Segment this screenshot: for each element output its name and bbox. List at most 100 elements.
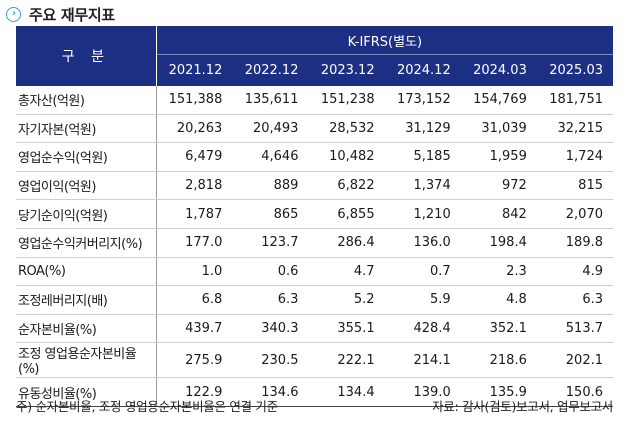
table-cell: 31,039 [460,114,537,144]
table-cell: 428.4 [384,314,461,344]
table-row: 조정레버리지(배) 6.8 6.3 5.2 5.9 4.8 6.3 [16,285,613,315]
table-cell: 218.6 [460,342,537,379]
table-cell: 32,215 [536,114,613,144]
table-cell: 1.0 [156,257,233,287]
row-label: 영업순수익(억원) [16,142,157,172]
table-cell: 6.3 [536,285,613,315]
header-gubun: 구 분 [16,26,157,86]
footer-source: 자료: 감사(검토)보고서, 업무보고서 [432,399,613,414]
table-row: 영업이익(억원) 2,818 889 6,822 1,374 972 815 [16,171,613,201]
row-label: 당기순이익(억원) [16,199,157,229]
table-cell: 513.7 [536,314,613,344]
row-label: 자기자본(억원) [16,114,157,144]
table-cell: 139.0 [384,377,461,407]
table-cell: 6.8 [156,285,233,315]
table-cell: 177.0 [156,227,233,258]
table-row: 조정 영업용순자본비율(%) 275.9 230.5 222.1 214.1 218.6 2… [16,342,613,379]
table-row: 자기자본(억원) 20,263 20,493 28,532 31,129 31,039 32… [16,114,613,144]
table-cell: 2.3 [460,257,537,287]
table-cell: 134.6 [232,377,309,407]
table-cell: 214.1 [384,342,461,379]
table-cell: 122.9 [156,377,233,407]
table-cell: 1,724 [536,142,613,172]
table-row: 당기순이익(억원) 1,787 865 6,855 1,210 842 2,070 [16,199,613,229]
footer-note: 주) 순자본비율, 조정 영업용순자본비율은 연결 기준 [16,399,278,414]
row-label: 유동성비율(%) [16,377,157,407]
table-cell: 6,479 [156,142,233,172]
table-cell: 4.9 [536,257,613,287]
table-cell: 5.2 [308,285,385,315]
row-label: 총자산(억원) [16,86,157,115]
table-cell: 1,787 [156,199,233,229]
header-period: 2024.03 [460,54,537,86]
table-cell: 4.7 [308,257,385,287]
table-cell: 1,374 [384,171,461,201]
table-cell: 5,185 [384,142,461,172]
table-cell: 20,493 [232,114,309,144]
table-cell: 20,263 [156,114,233,144]
table-cell: 31,129 [384,114,461,144]
table-cell: 28,532 [308,114,385,144]
financial-indicators-table: 구 분 K-IFRS(별도) 2021.12 2022.12 2023.12 2… [16,26,613,407]
header-period: 2024.12 [384,54,461,86]
table-cell: 275.9 [156,342,233,379]
table-cell: 222.1 [308,342,385,379]
table-cell: 1,210 [384,199,461,229]
header-period: 2022.12 [232,54,309,86]
table-cell: 230.5 [232,342,309,379]
table-cell: 972 [460,171,537,201]
table-cell: 6,822 [308,171,385,201]
table-cell: 2,818 [156,171,233,201]
table-cell: 198.4 [460,227,537,258]
header-period: 2021.12 [156,54,233,86]
table-cell: 286.4 [308,227,385,258]
table-cell: 151,238 [308,86,385,115]
table-cell: 1,959 [460,142,537,172]
table-cell: 355.1 [308,314,385,344]
table-cell: 10,482 [308,142,385,172]
table-cell: 136.0 [384,227,461,258]
table-row: 총자산(억원) 151,388 135,611 151,238 173,152 154,7… [16,86,613,115]
table-cell: 4.8 [460,285,537,315]
table-cell: 123.7 [232,227,309,258]
table-cell: 134.4 [308,377,385,407]
row-label: 영업이익(억원) [16,171,157,201]
footer: 주) 순자본비율, 조정 영업용순자본비율은 연결 기준 자료: 감사(검토)보… [16,396,613,415]
table-cell: 202.1 [536,342,613,379]
table-cell: 154,769 [460,86,537,115]
row-label: ROA(%) [16,257,157,287]
table-row: 영업순수익(억원) 6,479 4,646 10,482 5,185 1,959 1,724 [16,142,613,172]
table-cell: 151,388 [156,86,233,115]
table-cell: 865 [232,199,309,229]
row-label: 조정레버리지(배) [16,285,157,315]
table-cell: 439.7 [156,314,233,344]
header-kifrs: K-IFRS(별도) [156,26,613,55]
header-period: 2023.12 [308,54,385,86]
table-cell: 0.6 [232,257,309,287]
table-cell: 352.1 [460,314,537,344]
table-row: ROA(%) 1.0 0.6 4.7 0.7 2.3 4.9 [16,257,613,287]
row-label: 영업순수익커버리지(%) [16,227,157,258]
table-row: 영업순수익커버리지(%) 177.0 123.7 286.4 136.0 198.4 189… [16,227,613,258]
table-cell: 5.9 [384,285,461,315]
chevron-right-icon: › [6,6,21,22]
table-cell: 181,751 [536,86,613,115]
header-period: 2025.03 [536,54,613,86]
table-cell: 2,070 [536,199,613,229]
table-cell: 4,646 [232,142,309,172]
table-cell: 6.3 [232,285,309,315]
table-cell: 135.9 [460,377,537,407]
table-cell: 6,855 [308,199,385,229]
table-cell: 815 [536,171,613,201]
table-cell: 889 [232,171,309,201]
table-row: 유동성비율(%) 122.9 134.6 134.4 139.0 135.9 150.6 [16,377,613,407]
table-cell: 340.3 [232,314,309,344]
table-cell: 173,152 [384,86,461,115]
table-cell: 189.8 [536,227,613,258]
table-cell: 150.6 [536,377,613,407]
row-label: 조정 영업용순자본비율(%) [16,342,157,379]
section-title: › 주요 재무지표 [6,3,115,25]
page-title: 주요 재무지표 [29,5,115,24]
table-row: 순자본비율(%) 439.7 340.3 355.1 428.4 352.1 513.7 [16,314,613,344]
table-cell: 842 [460,199,537,229]
